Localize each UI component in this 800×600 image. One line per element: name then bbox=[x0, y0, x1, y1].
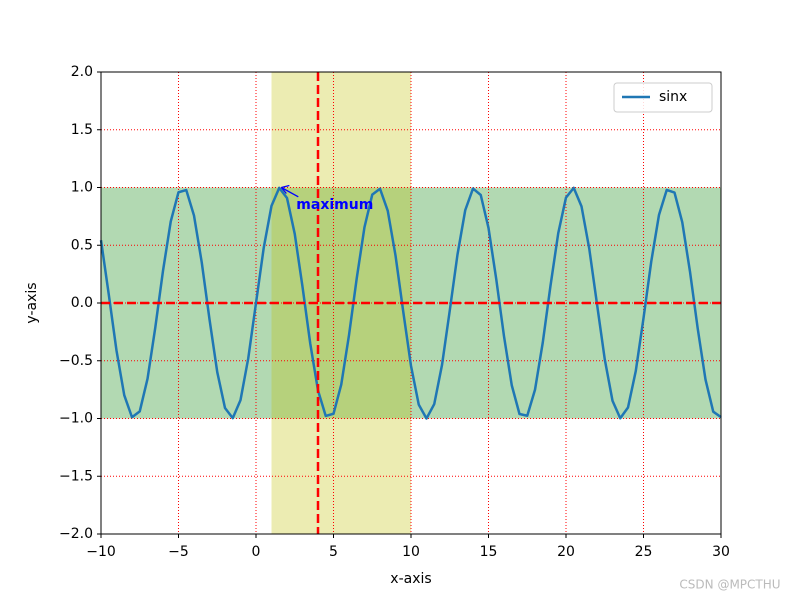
y-axis-label: y-axis bbox=[24, 282, 40, 323]
y-tick-label: −1.0 bbox=[59, 411, 93, 427]
y-tick-label: 0.0 bbox=[71, 295, 93, 311]
x-tick-label: 20 bbox=[557, 544, 575, 560]
data-line bbox=[99, 186, 722, 420]
legend-label: sinx bbox=[659, 89, 687, 105]
x-tick-label: −10 bbox=[86, 544, 116, 560]
y-tick-label: −2.0 bbox=[59, 526, 93, 542]
y-tick-label: 1.5 bbox=[71, 122, 93, 138]
axes-frame bbox=[100, 71, 722, 535]
x-tick-label: 0 bbox=[252, 544, 261, 560]
y-tick-label: −1.5 bbox=[59, 468, 93, 484]
y-tick-label: −0.5 bbox=[59, 353, 93, 369]
x-tick-label: 30 bbox=[712, 544, 730, 560]
x-tick-label: −5 bbox=[168, 544, 189, 560]
x-tick-label: 10 bbox=[402, 544, 420, 560]
x-axis-label: x-axis bbox=[390, 571, 431, 587]
annotation-arrow bbox=[280, 184, 299, 198]
y-tick-label: 0.5 bbox=[71, 237, 93, 253]
x-tick-label: 25 bbox=[635, 544, 653, 560]
y-tick-label: 2.0 bbox=[71, 64, 93, 80]
annotation-text: maximum bbox=[296, 197, 373, 213]
watermark: CSDN @MPCTHU bbox=[679, 578, 780, 592]
x-tick-label: 5 bbox=[329, 544, 338, 560]
x-tick-label: 15 bbox=[480, 544, 498, 560]
y-tick-label: 1.0 bbox=[71, 180, 93, 196]
legend-box bbox=[613, 82, 713, 113]
